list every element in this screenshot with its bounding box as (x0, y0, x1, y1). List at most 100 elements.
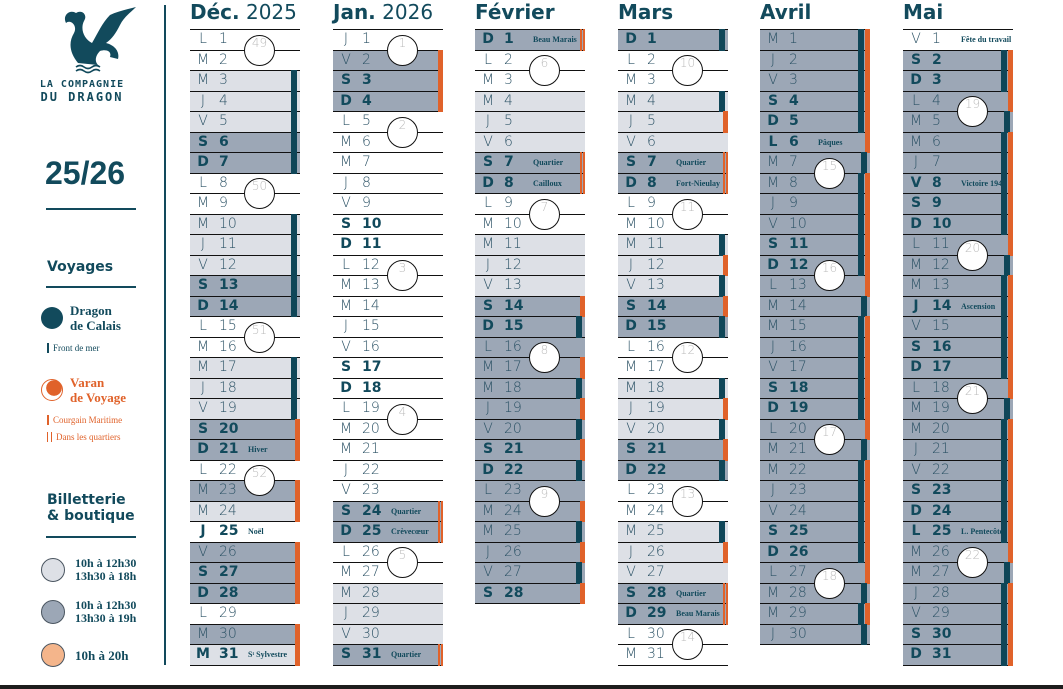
day-row[interactable]: L 26 5 (333, 543, 443, 578)
day-row[interactable]: J 22 (333, 461, 443, 481)
day-row[interactable]: V 27 (475, 562, 585, 584)
day-row[interactable]: D 25 Crèvecœur (333, 521, 443, 543)
day-row[interactable]: L 27 18 (760, 562, 870, 599)
day-row[interactable]: V 8 Victoire 1945 (903, 172, 1013, 194)
day-row[interactable]: D 10 (903, 213, 1013, 235)
day-row[interactable]: V 13 (475, 276, 585, 297)
day-row[interactable]: D 22 (475, 459, 585, 481)
day-row[interactable]: M 14 (333, 297, 443, 317)
day-row[interactable]: M 20 (333, 420, 443, 440)
day-row[interactable]: V 15 (903, 316, 1013, 338)
day-row[interactable]: S 31 Quartier (333, 644, 443, 666)
day-row[interactable]: J 16 (760, 336, 870, 358)
day-row[interactable]: D 31 (903, 644, 1013, 666)
day-row[interactable]: M 7 15 (760, 152, 870, 189)
day-row[interactable]: M 18 (475, 377, 585, 399)
day-row[interactable]: S 30 (903, 623, 1013, 645)
day-row[interactable]: D 24 (903, 500, 1013, 522)
day-row[interactable]: J 19 (618, 398, 728, 420)
day-row[interactable]: D 21 Hiver (190, 439, 300, 461)
day-row[interactable]: D 11 (333, 235, 443, 256)
day-row[interactable]: M 28 (333, 583, 443, 604)
day-row[interactable]: D 14 (190, 295, 300, 317)
day-row[interactable]: M 30 (190, 623, 300, 645)
day-row[interactable]: L 6 Pâques (760, 131, 870, 153)
day-row[interactable]: J 29 (333, 604, 443, 625)
day-row[interactable]: V 17 (760, 357, 870, 379)
day-row[interactable]: L 25 L. Pentecôte (903, 521, 1013, 543)
day-row[interactable]: S 7 Quartier (475, 152, 585, 174)
day-row[interactable]: M 17 (190, 357, 300, 379)
day-row[interactable]: J 21 (903, 439, 1013, 461)
day-row[interactable]: M 17 (618, 358, 728, 379)
day-row[interactable]: D 8 Fort-Nieulay (618, 172, 728, 194)
day-row[interactable]: L 22 52 (190, 461, 300, 496)
day-row[interactable]: M 25 (618, 521, 728, 543)
day-row[interactable]: L 23 9 (475, 481, 585, 517)
day-row[interactable]: M 21 (333, 440, 443, 461)
day-row[interactable]: S 21 (618, 439, 728, 461)
day-row[interactable]: L 15 51 (190, 317, 300, 353)
day-row[interactable]: D 17 (903, 357, 1013, 379)
day-row[interactable]: S 17 (333, 358, 443, 379)
day-row[interactable]: D 19 (760, 398, 870, 420)
day-row[interactable]: S 21 (475, 439, 585, 461)
day-row[interactable]: L 29 (190, 604, 300, 625)
day-row[interactable]: L 9 11 (618, 194, 728, 230)
day-row[interactable]: M 10 (190, 213, 300, 235)
day-row[interactable]: V 19 (190, 398, 300, 420)
day-row[interactable]: J 26 (618, 541, 728, 563)
day-row[interactable]: V 16 (333, 338, 443, 358)
day-row[interactable]: V 20 (475, 418, 585, 440)
day-row[interactable]: M 13 (333, 276, 443, 297)
day-row[interactable]: L 11 20 (903, 234, 1013, 271)
day-row[interactable]: J 12 (475, 255, 585, 276)
day-row[interactable]: L 16 12 (618, 338, 728, 373)
day-row[interactable]: D 1 Beau Marais (475, 29, 585, 51)
day-row[interactable]: L 4 19 (903, 90, 1013, 127)
day-row[interactable]: V 22 (903, 459, 1013, 481)
day-row[interactable]: D 22 (618, 459, 728, 481)
day-row[interactable]: V 1 Fête du travail (903, 30, 1013, 51)
day-row[interactable]: S 24 Quartier (333, 500, 443, 522)
day-row[interactable]: V 27 (618, 563, 728, 584)
day-row[interactable]: J 14 Ascension (903, 295, 1013, 317)
day-row[interactable]: M 27 (333, 563, 443, 584)
day-row[interactable]: S 28 Quartier (618, 582, 728, 604)
day-row[interactable]: D 28 (190, 582, 300, 604)
day-row[interactable]: M 18 (618, 377, 728, 399)
day-row[interactable]: J 15 (333, 317, 443, 338)
day-row[interactable]: M 11 (475, 235, 585, 256)
day-row[interactable]: L 8 50 (190, 174, 300, 209)
day-row[interactable]: L 12 3 (333, 256, 443, 291)
day-row[interactable]: M 16 (190, 338, 300, 358)
day-row[interactable]: V 10 (760, 213, 870, 235)
day-row[interactable]: M 24 (190, 500, 300, 522)
day-row[interactable]: S 14 (618, 295, 728, 317)
day-row[interactable]: D 12 16 (760, 254, 870, 291)
day-row[interactable]: J 19 (475, 398, 585, 420)
day-row[interactable]: L 18 21 (903, 377, 1013, 414)
day-row[interactable]: D 18 (333, 379, 443, 399)
